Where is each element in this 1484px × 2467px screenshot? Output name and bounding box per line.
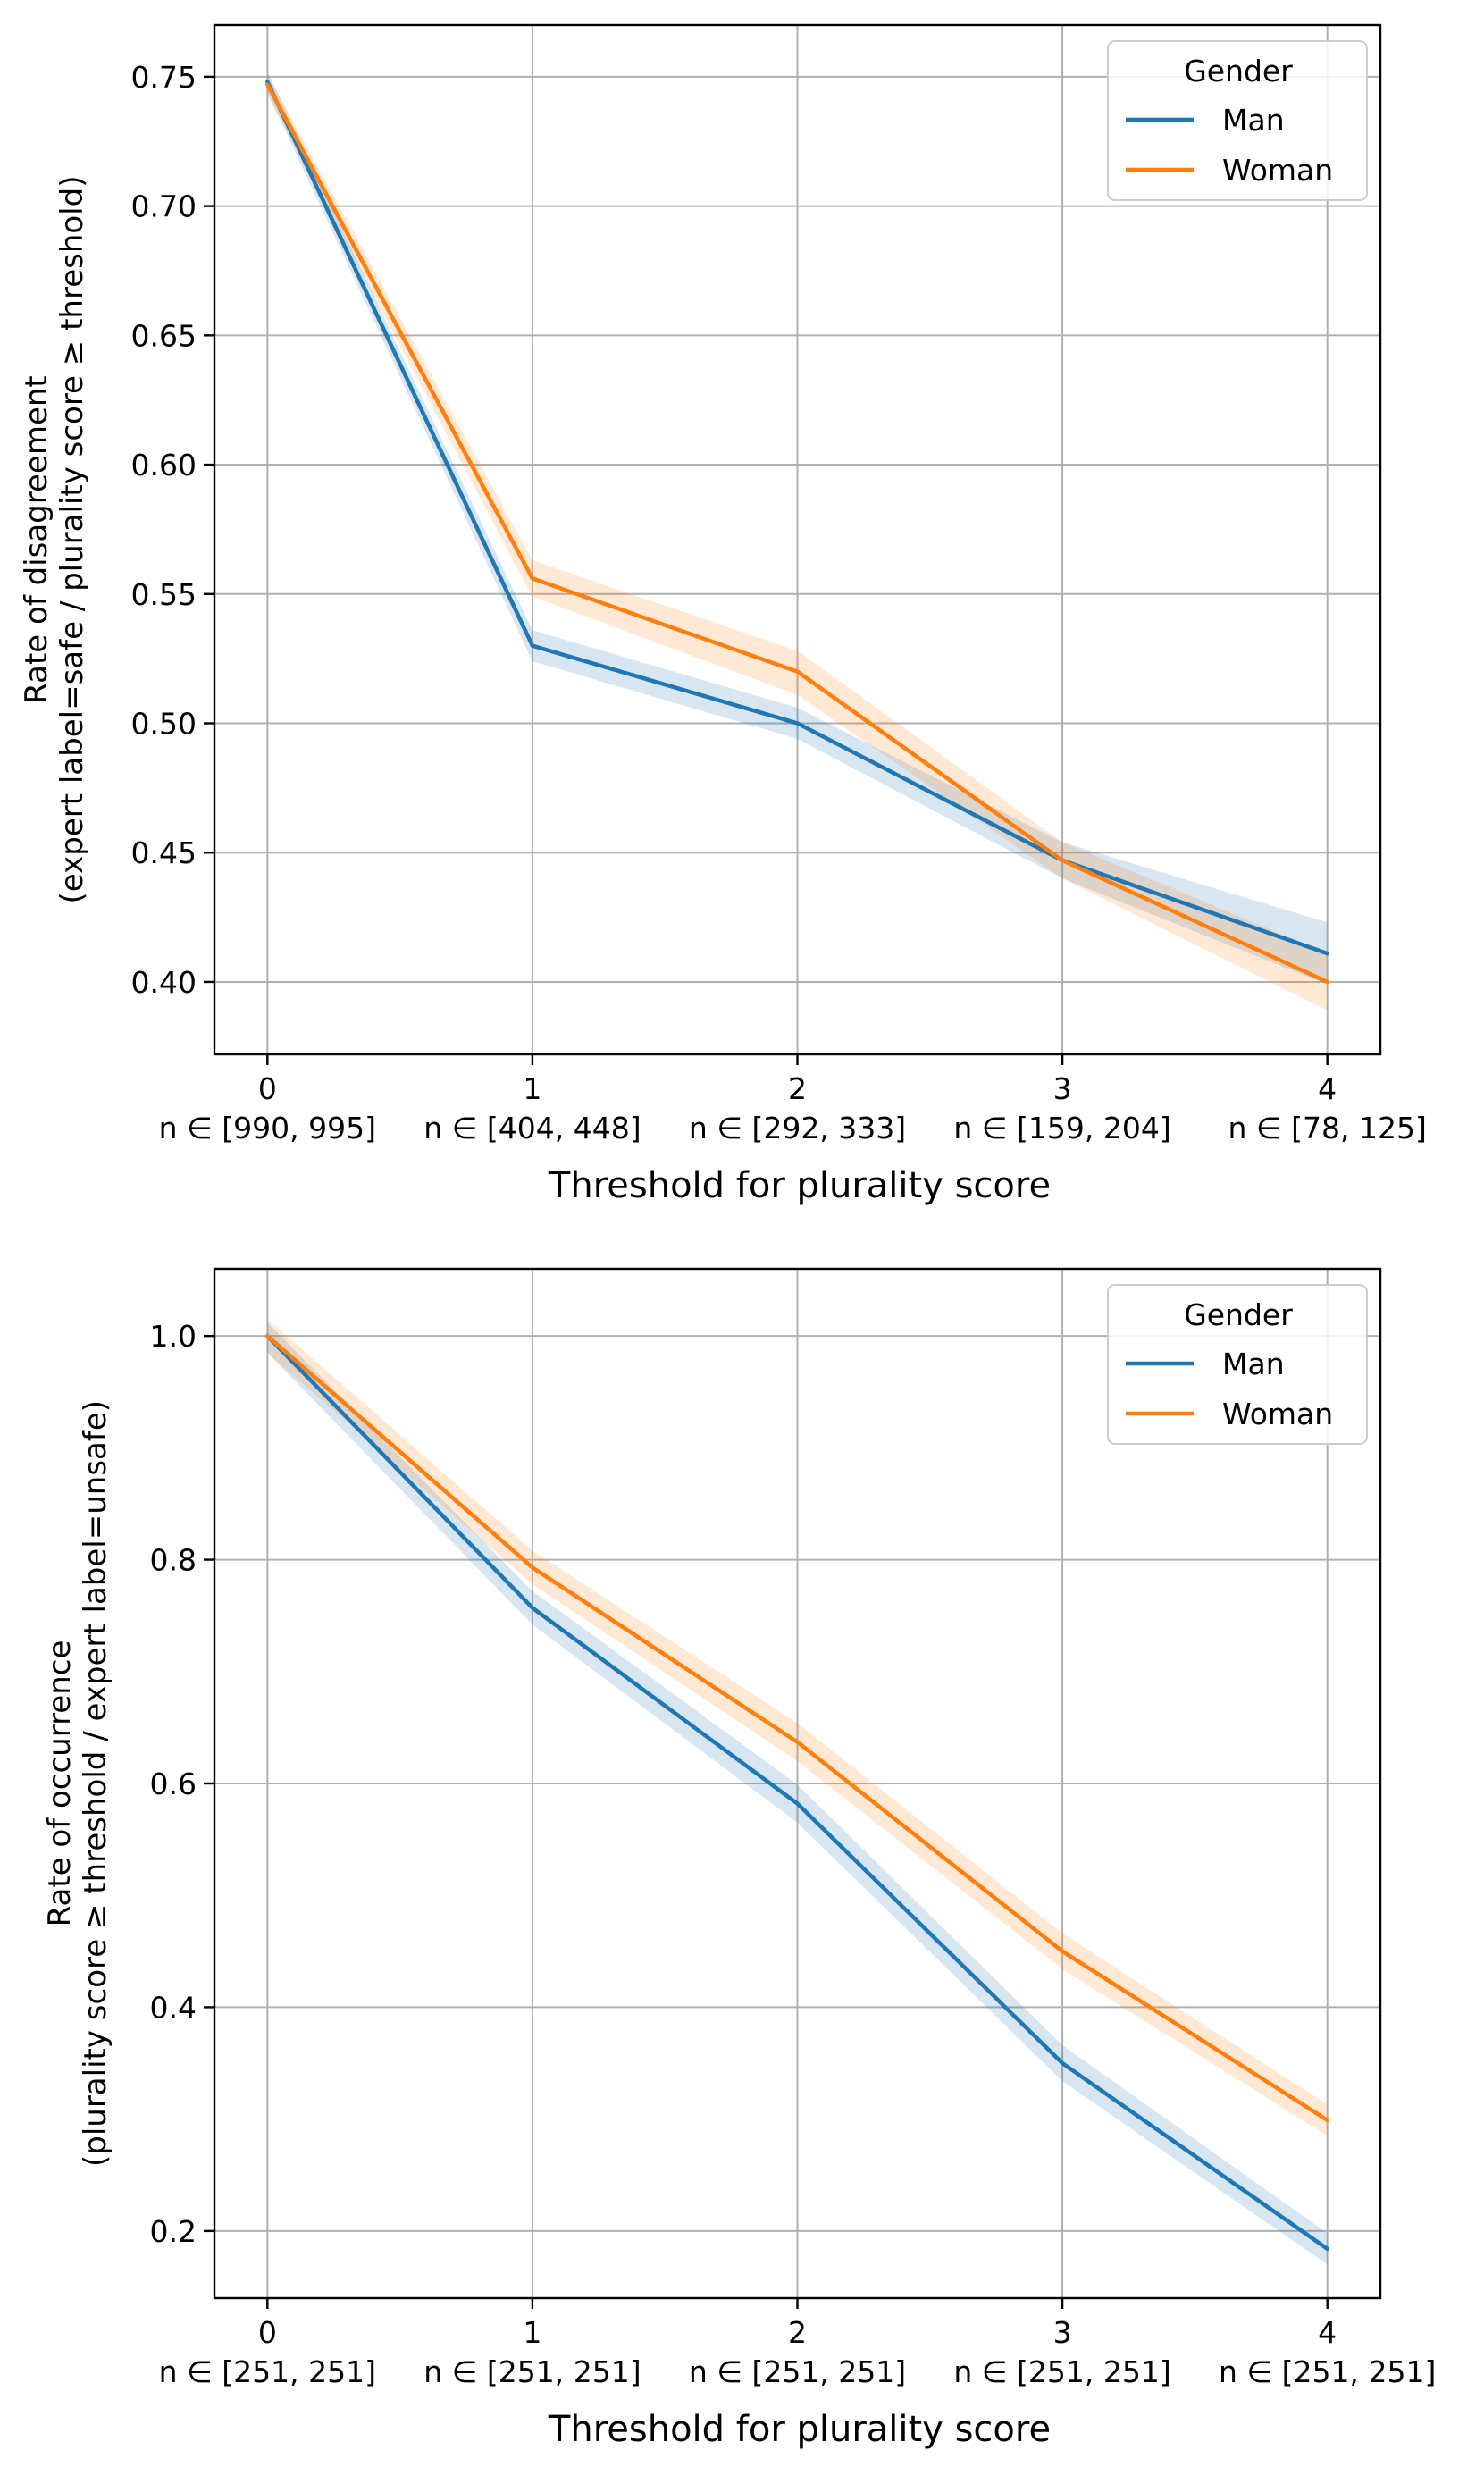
y-tick-label: 1.0: [150, 1319, 197, 1354]
x-axis-ticks: 0 n ∈ [990, 995] 1 n ∈ [404, 448] 2 n ∈ [292,…: [159, 1054, 1427, 1145]
data-point-woman: [795, 669, 800, 674]
x-axis-ticks: 0 n ∈ [251, 251] 1 n ∈ [251, 251] 2 n ∈ [251,…: [159, 2298, 1436, 2389]
chart-panel-occurrence: 0.2 0.4 0.6 0.8 1.0 0 n ∈ [251, 251] 1 n ∈ [251…: [42, 1267, 1436, 2450]
y-tick-label: 0.55: [131, 577, 197, 612]
legend-label-man: Man: [1222, 1347, 1285, 1381]
y-axis-label-detail: (plurality score ≥ threshold / expert la…: [78, 1400, 113, 2167]
legend: Gender Man Woman: [1107, 1284, 1368, 1445]
data-point-man: [530, 643, 535, 648]
x-tick-label: 3: [1053, 2315, 1072, 2350]
data-point-man: [1325, 2246, 1329, 2252]
legend-box: [1107, 40, 1368, 201]
x-tick-sample-size: n ∈ [251, 251]: [953, 2354, 1170, 2389]
y-axis-label: Rate of disagreement: [19, 375, 54, 704]
data-point-man: [530, 1606, 535, 1610]
legend-title: Gender: [1184, 1297, 1293, 1332]
legend: Gender Man Woman: [1107, 40, 1368, 201]
x-tick-label: 1: [523, 1071, 541, 1106]
data-point-woman: [1325, 979, 1329, 985]
gridlines: [214, 25, 1380, 1054]
x-tick-sample-size: n ∈ [990, 995]: [159, 1111, 376, 1145]
ci-band-man: [267, 71, 1328, 985]
ci-band-woman: [267, 1319, 1328, 2136]
x-tick-label: 4: [1318, 2315, 1337, 2350]
x-tick-label: 4: [1318, 1071, 1337, 1106]
series-lines: [265, 80, 1329, 985]
x-tick-sample-size: n ∈ [159, 204]: [953, 1111, 1170, 1145]
data-point-woman: [1060, 858, 1065, 863]
x-tick-sample-size: n ∈ [251, 251]: [1219, 2354, 1436, 2389]
y-tick-label: 0.70: [131, 189, 197, 224]
x-tick-sample-size: n ∈ [251, 251]: [159, 2354, 376, 2389]
y-tick-label: 0.45: [131, 835, 197, 870]
data-point-woman: [530, 1565, 535, 1570]
x-tick-sample-size: n ∈ [251, 251]: [423, 2354, 641, 2389]
x-tick-sample-size: n ∈ [78, 125]: [1228, 1111, 1427, 1145]
x-tick-label: 2: [788, 1071, 807, 1106]
y-tick-label: 0.40: [131, 965, 197, 1000]
y-axis-ticks: 0.2 0.4 0.6 0.8 1.0: [150, 1319, 214, 2249]
legend-title: Gender: [1184, 54, 1293, 88]
x-axis-label: Threshold for plurality score: [548, 1165, 1051, 1206]
y-tick-label: 0.60: [131, 448, 197, 482]
x-tick-sample-size: n ∈ [404, 448]: [423, 1111, 641, 1145]
data-point-woman: [265, 82, 270, 87]
y-tick-label: 0.65: [131, 318, 197, 353]
chart-panel-disagreement: 0.40 0.45 0.50 0.55 0.60 0.65 0.70 0.75 0 n ∈ [9…: [19, 23, 1427, 1206]
y-tick-label: 0.2: [150, 2214, 197, 2249]
y-axis-label-detail: (expert label=safe / plurality score ≥ t…: [54, 176, 90, 904]
x-tick-label: 3: [1053, 1071, 1072, 1106]
data-point-man: [795, 721, 800, 726]
legend-label-woman: Woman: [1222, 1397, 1333, 1431]
y-tick-label: 0.8: [150, 1543, 197, 1578]
x-tick-label: 0: [258, 2315, 277, 2350]
data-point-woman: [1325, 2118, 1329, 2123]
x-tick-sample-size: n ∈ [292, 333]: [689, 1111, 906, 1145]
data-point-man: [1060, 2060, 1065, 2066]
x-axis-label: Threshold for plurality score: [548, 2409, 1051, 2450]
x-tick-label: 2: [788, 2315, 807, 2350]
legend-label-woman: Woman: [1222, 153, 1333, 188]
data-point-woman: [795, 1740, 800, 1744]
data-point-man: [1325, 951, 1329, 956]
legend-label-man: Man: [1222, 103, 1285, 138]
y-tick-label: 0.6: [150, 1766, 197, 1801]
y-axis-label: Rate of occurrence: [42, 1640, 78, 1927]
data-point-woman: [265, 1333, 270, 1338]
data-point-woman: [530, 576, 535, 581]
series-lines: [265, 1333, 1329, 2252]
y-tick-label: 0.4: [150, 1990, 197, 2025]
legend-box: [1107, 1284, 1368, 1445]
confidence-bands: [267, 1319, 1328, 2265]
ci-band-man: [267, 1322, 1328, 2265]
data-point-man: [795, 1801, 800, 1806]
y-tick-label: 0.75: [131, 60, 197, 95]
x-tick-label: 0: [258, 1071, 277, 1106]
data-point-woman: [1060, 1949, 1065, 1954]
y-axis-ticks: 0.40 0.45 0.50 0.55 0.60 0.65 0.70 0.75: [131, 60, 214, 1000]
y-tick-label: 0.50: [131, 707, 197, 742]
x-tick-sample-size: n ∈ [251, 251]: [689, 2354, 906, 2389]
x-tick-label: 1: [523, 2315, 541, 2350]
